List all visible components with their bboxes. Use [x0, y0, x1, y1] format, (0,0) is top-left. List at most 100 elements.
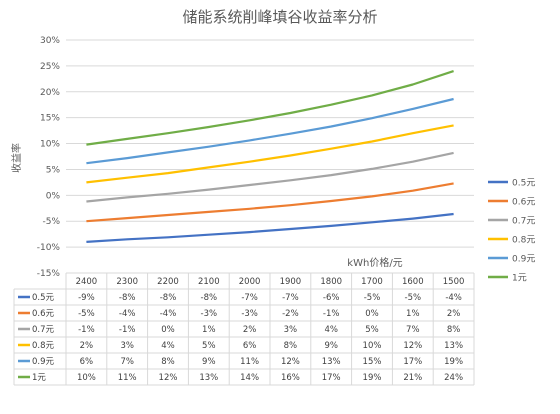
y-tick-label: 5% — [46, 165, 61, 175]
x-tick-label: 1500 — [443, 277, 465, 287]
data-label: -3% — [241, 309, 258, 319]
data-label: 8% — [161, 357, 175, 367]
legend: 0.5元 0.6元 0.7元 0.8元 0.9元 1元 — [488, 179, 535, 284]
data-label: 12% — [403, 341, 422, 351]
data-label: 3% — [284, 325, 298, 335]
data-label: 3% — [120, 341, 134, 351]
table-row-label: 0.8元 — [32, 341, 55, 351]
data-label: -6% — [323, 293, 340, 303]
data-label: -5% — [78, 309, 95, 319]
data-label: 12% — [281, 357, 300, 367]
data-label: 4% — [161, 341, 175, 351]
y-tick-label: -10% — [37, 243, 61, 253]
data-label: 0% — [365, 309, 379, 319]
data-label: 10% — [77, 373, 96, 383]
data-label: -4% — [119, 309, 136, 319]
data-label: 9% — [324, 341, 338, 351]
data-label: 16% — [281, 373, 300, 383]
data-label: -4% — [160, 309, 177, 319]
table-row-label: 0.7元 — [32, 325, 55, 335]
legend-label: 0.7元 — [512, 217, 535, 227]
data-label: -8% — [160, 293, 177, 303]
series-line — [86, 97, 454, 165]
x-tick-label: 2100 — [198, 277, 220, 287]
legend-label: 0.8元 — [512, 236, 535, 246]
series-line — [86, 151, 454, 203]
data-label: 2% — [243, 325, 257, 335]
series-line — [86, 70, 454, 146]
x-tick-label: 2400 — [76, 277, 98, 287]
data-label: 10% — [363, 341, 382, 351]
y-tick-label: 25% — [40, 62, 60, 72]
y-tick-label: 15% — [40, 114, 60, 124]
data-label: 7% — [120, 357, 134, 367]
y-tick-label: 0% — [46, 191, 61, 201]
data-label: 17% — [403, 357, 422, 367]
table-row-label: 0.6元 — [32, 309, 55, 319]
y-tick-label: -5% — [42, 217, 60, 227]
data-label: -1% — [323, 309, 340, 319]
x-tick-label: 1800 — [320, 277, 342, 287]
data-label: 12% — [159, 373, 178, 383]
y-tick-label: 30% — [40, 36, 60, 46]
data-label: 14% — [240, 373, 259, 383]
data-label: 0% — [161, 325, 175, 335]
data-label: 19% — [363, 373, 382, 383]
table-row-label: 0.5元 — [32, 293, 55, 303]
data-label: 13% — [199, 373, 218, 383]
data-label: 5% — [365, 325, 379, 335]
data-label: 11% — [240, 357, 259, 367]
data-label: 4% — [324, 325, 338, 335]
data-label: 17% — [322, 373, 341, 383]
x-tick-label: 1900 — [280, 277, 302, 287]
data-label: 2% — [447, 309, 461, 319]
data-label: -7% — [241, 293, 258, 303]
y-tick-label: 10% — [40, 140, 60, 150]
chart-title: 储能系统削峰填谷收益率分析 — [182, 8, 377, 26]
x-tick-label: 2300 — [116, 277, 138, 287]
data-label: 15% — [363, 357, 382, 367]
legend-label: 1元 — [512, 274, 527, 284]
data-label: 8% — [447, 325, 461, 335]
data-label: -8% — [201, 293, 218, 303]
data-label: 13% — [444, 341, 463, 351]
data-label: -5% — [405, 293, 422, 303]
data-label: 1% — [406, 309, 420, 319]
data-label: 2% — [80, 341, 94, 351]
y-tick-layer: -15% -10% -5% 0% 5% 10% 15% 20% 25% 30% — [37, 36, 61, 279]
data-label: -5% — [364, 293, 381, 303]
table-row-label: 0.9元 — [32, 357, 55, 367]
grid-layer — [66, 39, 474, 274]
data-label: -1% — [78, 325, 95, 335]
y-axis-label: 收益率 — [10, 143, 23, 173]
series-line — [86, 124, 454, 184]
x-tick-label: 1700 — [361, 277, 383, 287]
data-label: 11% — [118, 373, 137, 383]
y-tick-label: -15% — [37, 269, 61, 279]
data-label: -3% — [201, 309, 218, 319]
x-tick-label: 1600 — [402, 277, 424, 287]
series-line — [86, 212, 454, 243]
data-label: -8% — [119, 293, 136, 303]
data-label: 1% — [202, 325, 216, 335]
legend-label: 0.6元 — [512, 198, 535, 208]
data-label: -4% — [445, 293, 462, 303]
legend-label: 0.5元 — [512, 179, 535, 189]
data-label: 9% — [202, 357, 216, 367]
data-label: 5% — [202, 341, 216, 351]
data-label: 6% — [243, 341, 257, 351]
data-label: -2% — [282, 309, 299, 319]
data-label: 7% — [406, 325, 420, 335]
data-label: 13% — [322, 357, 341, 367]
data-label: 6% — [80, 357, 94, 367]
data-label: -7% — [282, 293, 299, 303]
data-label: 8% — [284, 341, 298, 351]
series-layer — [86, 70, 454, 243]
data-label: -9% — [78, 293, 95, 303]
data-label: 19% — [444, 357, 463, 367]
x-tick-label: 2000 — [239, 277, 261, 287]
y-tick-label: 20% — [40, 88, 60, 98]
table-row-label: 1元 — [32, 373, 46, 383]
x-tick-label: 2200 — [157, 277, 179, 287]
